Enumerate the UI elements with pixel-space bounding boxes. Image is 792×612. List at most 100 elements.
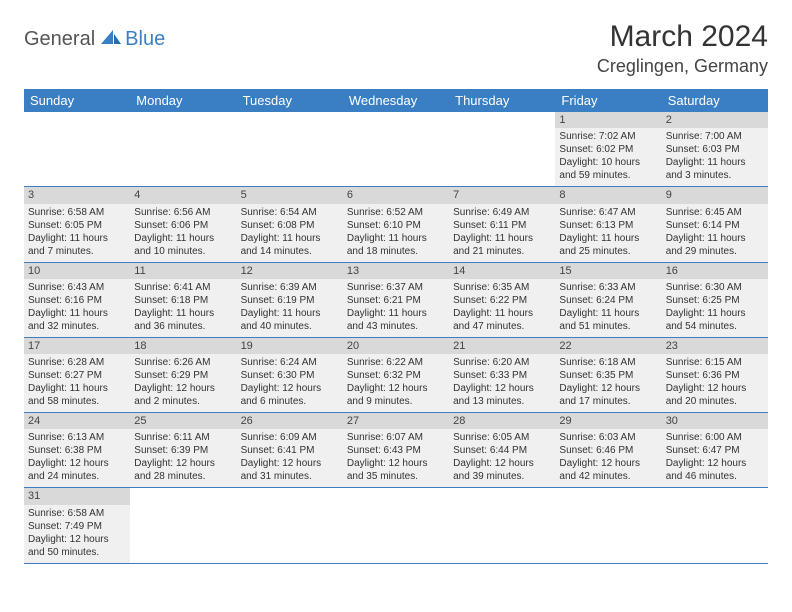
calendar-header-row: SundayMondayTuesdayWednesdayThursdayFrid…: [24, 89, 768, 112]
sunrise-text: Sunrise: 6:52 AM: [347, 206, 445, 219]
logo: General Blue: [24, 28, 165, 51]
sunset-text: Sunset: 6:38 PM: [28, 444, 126, 457]
daylight-text: Daylight: 11 hours and 25 minutes.: [559, 232, 657, 258]
day-number: 4: [130, 187, 236, 203]
daylight-text: Daylight: 11 hours and 51 minutes.: [559, 307, 657, 333]
sunset-text: Sunset: 6:24 PM: [559, 294, 657, 307]
day-number: 15: [555, 263, 661, 279]
day-header: Sunday: [24, 89, 130, 112]
calendar-day-cell: 17Sunrise: 6:28 AMSunset: 6:27 PMDayligh…: [24, 337, 130, 412]
sunrise-text: Sunrise: 6:18 AM: [559, 356, 657, 369]
sunset-text: Sunset: 6:21 PM: [347, 294, 445, 307]
calendar-day-cell: [130, 488, 236, 563]
calendar-day-cell: 14Sunrise: 6:35 AMSunset: 6:22 PMDayligh…: [449, 262, 555, 337]
calendar-day-cell: 23Sunrise: 6:15 AMSunset: 6:36 PMDayligh…: [662, 337, 768, 412]
sunset-text: Sunset: 6:14 PM: [666, 219, 764, 232]
day-number: 19: [237, 338, 343, 354]
calendar-day-cell: 25Sunrise: 6:11 AMSunset: 6:39 PMDayligh…: [130, 413, 236, 488]
sunset-text: Sunset: 6:13 PM: [559, 219, 657, 232]
day-number: 30: [662, 413, 768, 429]
daylight-text: Daylight: 12 hours and 6 minutes.: [241, 382, 339, 408]
calendar-day-cell: 3Sunrise: 6:58 AMSunset: 6:05 PMDaylight…: [24, 187, 130, 262]
daylight-text: Daylight: 12 hours and 46 minutes.: [666, 457, 764, 483]
daylight-text: Daylight: 11 hours and 58 minutes.: [28, 382, 126, 408]
day-number: 12: [237, 263, 343, 279]
calendar-day-cell: 22Sunrise: 6:18 AMSunset: 6:35 PMDayligh…: [555, 337, 661, 412]
sunrise-text: Sunrise: 6:56 AM: [134, 206, 232, 219]
sunset-text: Sunset: 6:41 PM: [241, 444, 339, 457]
day-number: 3: [24, 187, 130, 203]
sunrise-text: Sunrise: 6:35 AM: [453, 281, 551, 294]
sunset-text: Sunset: 6:05 PM: [28, 219, 126, 232]
daylight-text: Daylight: 10 hours and 59 minutes.: [559, 156, 657, 182]
daylight-text: Daylight: 11 hours and 3 minutes.: [666, 156, 764, 182]
day-number: 10: [24, 263, 130, 279]
sunrise-text: Sunrise: 6:37 AM: [347, 281, 445, 294]
sunrise-text: Sunrise: 6:30 AM: [666, 281, 764, 294]
sunset-text: Sunset: 6:02 PM: [559, 143, 657, 156]
daylight-text: Daylight: 11 hours and 14 minutes.: [241, 232, 339, 258]
sunrise-text: Sunrise: 6:24 AM: [241, 356, 339, 369]
sunrise-text: Sunrise: 6:54 AM: [241, 206, 339, 219]
sunset-text: Sunset: 6:36 PM: [666, 369, 764, 382]
sunrise-text: Sunrise: 6:33 AM: [559, 281, 657, 294]
sunset-text: Sunset: 6:16 PM: [28, 294, 126, 307]
calendar-day-cell: 31Sunrise: 6:58 AMSunset: 7:49 PMDayligh…: [24, 488, 130, 563]
daylight-text: Daylight: 12 hours and 2 minutes.: [134, 382, 232, 408]
day-number: 14: [449, 263, 555, 279]
daylight-text: Daylight: 12 hours and 50 minutes.: [28, 533, 126, 559]
calendar-day-cell: [449, 112, 555, 187]
calendar-week-row: 3 Sunrise: 6:58 AMSunset: 6:05 PM Daylight…: [24, 187, 768, 262]
calendar-day-cell: 29Sunrise: 6:03 AMSunset: 6:46 PMDayligh…: [555, 413, 661, 488]
sunset-text: Sunset: 6:06 PM: [134, 219, 232, 232]
sunset-text: Sunset: 6:08 PM: [241, 219, 339, 232]
daylight-text: Daylight: 11 hours and 47 minutes.: [453, 307, 551, 333]
logo-sail-icon: [99, 28, 123, 51]
calendar-day-cell: 13Sunrise: 6:37 AMSunset: 6:21 PMDayligh…: [343, 262, 449, 337]
day-number: 25: [130, 413, 236, 429]
calendar-day-cell: [343, 488, 449, 563]
sunrise-text: Sunrise: 6:58 AM: [28, 206, 126, 219]
day-number: 13: [343, 263, 449, 279]
daylight-text: Daylight: 12 hours and 20 minutes.: [666, 382, 764, 408]
day-header: Monday: [130, 89, 236, 112]
sunrise-text: Sunrise: 6:47 AM: [559, 206, 657, 219]
sunset-text: Sunset: 6:19 PM: [241, 294, 339, 307]
sunrise-text: Sunrise: 6:03 AM: [559, 431, 657, 444]
sunset-text: Sunset: 6:33 PM: [453, 369, 551, 382]
daylight-text: Daylight: 12 hours and 35 minutes.: [347, 457, 445, 483]
sunset-text: Sunset: 6:11 PM: [453, 219, 551, 232]
day-number: 22: [555, 338, 661, 354]
day-header: Thursday: [449, 89, 555, 112]
sunrise-text: Sunrise: 6:41 AM: [134, 281, 232, 294]
daylight-text: Daylight: 11 hours and 36 minutes.: [134, 307, 232, 333]
logo-text-blue: Blue: [125, 28, 165, 51]
sunset-text: Sunset: 6:10 PM: [347, 219, 445, 232]
month-title: March 2024: [597, 20, 768, 54]
day-number: 2: [662, 112, 768, 128]
day-number: 31: [24, 488, 130, 504]
calendar-day-cell: [662, 488, 768, 563]
calendar-week-row: 24Sunrise: 6:13 AMSunset: 6:38 PMDayligh…: [24, 413, 768, 488]
sunrise-text: Sunrise: 7:00 AM: [666, 130, 764, 143]
sunrise-text: Sunrise: 6:20 AM: [453, 356, 551, 369]
sunrise-text: Sunrise: 6:09 AM: [241, 431, 339, 444]
sunset-text: Sunset: 6:32 PM: [347, 369, 445, 382]
day-number: 7: [449, 187, 555, 203]
daylight-text: Daylight: 11 hours and 21 minutes.: [453, 232, 551, 258]
calendar-day-cell: [237, 112, 343, 187]
calendar-day-cell: 21Sunrise: 6:20 AMSunset: 6:33 PMDayligh…: [449, 337, 555, 412]
calendar-day-cell: 28Sunrise: 6:05 AMSunset: 6:44 PMDayligh…: [449, 413, 555, 488]
calendar-day-cell: 16Sunrise: 6:30 AMSunset: 6:25 PMDayligh…: [662, 262, 768, 337]
calendar-day-cell: 19Sunrise: 6:24 AMSunset: 6:30 PMDayligh…: [237, 337, 343, 412]
calendar-table: SundayMondayTuesdayWednesdayThursdayFrid…: [24, 89, 768, 564]
daylight-text: Daylight: 12 hours and 28 minutes.: [134, 457, 232, 483]
sunrise-text: Sunrise: 6:11 AM: [134, 431, 232, 444]
title-block: March 2024 Creglingen, Germany: [597, 20, 768, 77]
day-number: 1: [555, 112, 661, 128]
day-number: 11: [130, 263, 236, 279]
day-number: 6: [343, 187, 449, 203]
sunrise-text: Sunrise: 6:58 AM: [28, 507, 126, 520]
calendar-day-cell: [237, 488, 343, 563]
page-header: General Blue March 2024 Creglingen, Germ…: [24, 20, 768, 77]
